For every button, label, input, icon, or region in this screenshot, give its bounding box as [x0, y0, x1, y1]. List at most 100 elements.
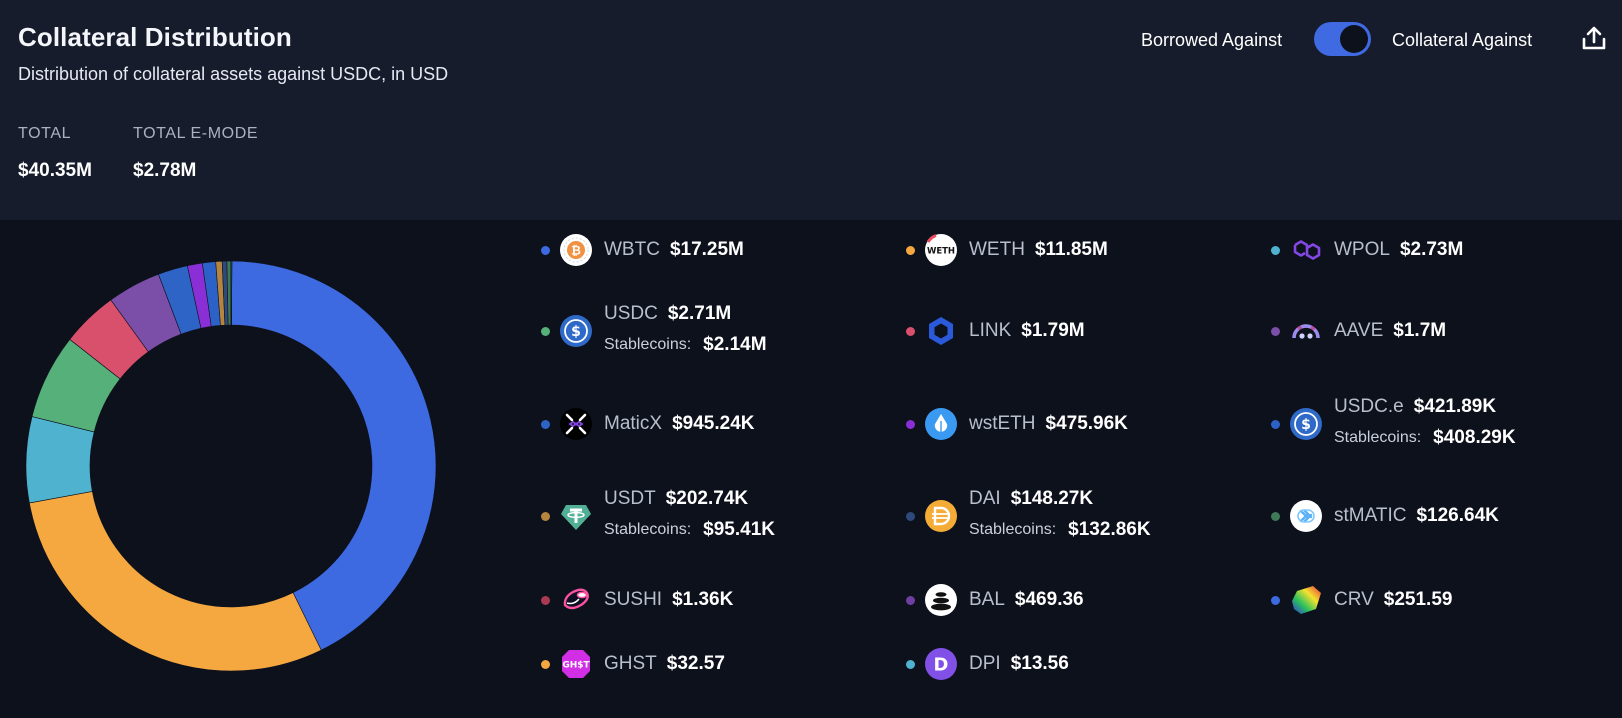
svg-text:D: D — [934, 655, 949, 676]
weth-icon: WETH — [924, 233, 958, 267]
header-panel: Collateral Distribution Distribution of … — [0, 0, 1622, 220]
legend-item-link[interactable]: LINK $1.79M — [906, 311, 1236, 375]
legend-asset-value: $1.7M — [1393, 320, 1447, 341]
legend-asset-value: $1.36K — [672, 589, 734, 610]
stablecoins-value: $132.86K — [1068, 519, 1151, 540]
legend-color-dot — [1271, 245, 1280, 255]
legend-asset-name: AAVE — [1334, 320, 1384, 341]
legend-item-aave[interactable]: AAVE $1.7M — [1271, 311, 1601, 375]
dpi-icon: D — [924, 647, 958, 681]
legend-asset-name: USDT — [604, 488, 656, 509]
share-upload-icon — [1582, 26, 1606, 50]
legend-asset-name: BAL — [969, 589, 1005, 610]
stablecoins-label: Stablecoins: — [604, 336, 692, 353]
page-subtitle: Distribution of collateral assets agains… — [18, 64, 449, 84]
legend-item-usdt[interactable]: USDT $202.74K Stablecoins: $95.41K — [541, 488, 871, 560]
toggle-knob — [1340, 25, 1368, 53]
legend-color-dot — [906, 326, 915, 336]
stablecoins-value: $2.14M — [703, 334, 767, 355]
legend-item-dai[interactable]: DAI $148.27K Stablecoins: $132.86K — [906, 488, 1236, 560]
legend-item-ghst[interactable]: GH$T GHST $32.57 — [541, 644, 871, 708]
legend-color-dot — [906, 511, 915, 521]
legend-asset-name: DAI — [969, 488, 1001, 509]
link-icon — [924, 314, 958, 348]
legend-item-wbtc[interactable]: ₿ WBTC $17.25M — [541, 230, 871, 294]
legend-color-dot — [541, 245, 550, 255]
export-button[interactable] — [1578, 22, 1610, 56]
usdt-icon — [559, 499, 593, 533]
legend-asset-name: SUSHI — [604, 589, 663, 610]
svg-text:GH$T: GH$T — [562, 661, 590, 671]
ghst-icon: GH$T — [559, 647, 593, 681]
legend-item-usdc[interactable]: $ USDC $2.71M Stablecoins: $2.14M — [541, 303, 871, 375]
legend-item-usdc-e[interactable]: $ USDC.e $421.89K Stablecoins: $408.29K — [1271, 396, 1601, 468]
legend-asset-value: $945.24K — [672, 413, 755, 434]
legend-asset-name: USDC — [604, 303, 658, 324]
total-emode-label: TOTAL E-MODE — [133, 125, 259, 142]
legend-asset-value: $126.64K — [1416, 505, 1499, 526]
legend-asset-value: $475.96K — [1045, 413, 1128, 434]
stablecoins-label: Stablecoins: — [604, 521, 692, 538]
crv-icon — [1289, 583, 1323, 617]
collateral-toggle[interactable] — [1314, 22, 1371, 56]
stablecoins-value: $95.41K — [703, 519, 776, 540]
legend-asset-name: LINK — [969, 320, 1012, 341]
svg-text:₿: ₿ — [571, 244, 581, 258]
legend-asset-name: GHST — [604, 653, 657, 674]
legend-asset-name: WETH — [969, 239, 1025, 260]
legend-color-dot — [541, 511, 550, 521]
stablecoins-value: $408.29K — [1433, 427, 1516, 448]
svg-text:$: $ — [1301, 417, 1311, 433]
legend-asset-name: WPOL — [1334, 239, 1390, 260]
legend-item-stmatic[interactable]: stMATIC $126.64K — [1271, 496, 1601, 560]
wpol-icon — [1289, 233, 1323, 267]
legend-color-dot — [1271, 595, 1280, 605]
legend-item-wsteth[interactable]: wstETH $475.96K — [906, 404, 1236, 468]
legend-asset-value: $1.79M — [1021, 320, 1085, 341]
legend-asset-name: WBTC — [604, 239, 660, 260]
legend-asset-value: $251.59 — [1383, 589, 1453, 610]
legend-item-dpi[interactable]: D DPI $13.56 — [906, 644, 1236, 708]
legend-item-bal[interactable]: BAL $469.36 — [906, 580, 1236, 644]
legend-asset-name: wstETH — [969, 413, 1036, 434]
legend-asset-value: $421.89K — [1413, 396, 1497, 417]
stablecoins-label: Stablecoins: — [969, 521, 1057, 538]
legend-item-crv[interactable]: CRV $251.59 — [1271, 580, 1601, 644]
legend-color-dot — [541, 326, 550, 336]
legend-asset-value: $148.27K — [1010, 488, 1094, 509]
donut-slice-dpi[interactable] — [230, 261, 233, 326]
legend-color-dot — [1271, 511, 1280, 521]
donut-slice-weth[interactable] — [29, 491, 322, 671]
legend-color-dot — [1271, 419, 1280, 429]
legend-item-weth[interactable]: WETH WETH $11.85M — [906, 230, 1236, 294]
collateral-against-label[interactable]: Collateral Against — [1392, 30, 1533, 50]
legend-asset-value: $2.71M — [667, 303, 732, 324]
total-label: TOTAL — [18, 125, 72, 142]
wbtc-icon: ₿ — [559, 233, 593, 267]
usdce-icon: $ — [1289, 407, 1323, 441]
svg-text:WETH: WETH — [927, 247, 955, 257]
usdc-icon: $ — [559, 314, 593, 348]
legend-color-dot — [1271, 326, 1280, 336]
legend-asset-name: USDC.e — [1334, 396, 1404, 417]
legend-asset-value: $11.85M — [1034, 239, 1108, 260]
legend-asset-value: $13.56 — [1010, 653, 1069, 674]
legend-color-dot — [906, 245, 915, 255]
page-title: Collateral Distribution — [18, 22, 292, 52]
legend-item-wpol[interactable]: WPOL $2.73M — [1271, 230, 1601, 294]
legend-color-dot — [906, 595, 915, 605]
legend-asset-value: $17.25M — [669, 239, 744, 260]
legend-item-maticx[interactable]: MaticX $945.24K — [541, 404, 871, 468]
legend-color-dot — [906, 659, 915, 669]
total-value: $40.35M — [18, 160, 92, 181]
legend-asset-name: DPI — [969, 653, 1001, 674]
legend-color-dot — [541, 595, 550, 605]
dai-icon — [924, 499, 958, 533]
legend-asset-value: $2.73M — [1399, 239, 1464, 260]
borrowed-against-label[interactable]: Borrowed Against — [1141, 30, 1283, 50]
legend-color-dot — [541, 419, 550, 429]
legend-item-sushi[interactable]: SUSHI $1.36K — [541, 580, 871, 644]
donut-slice-wbtc[interactable] — [230, 261, 436, 651]
legend-asset-name: MaticX — [604, 413, 663, 434]
stablecoins-label: Stablecoins: — [1334, 429, 1422, 446]
